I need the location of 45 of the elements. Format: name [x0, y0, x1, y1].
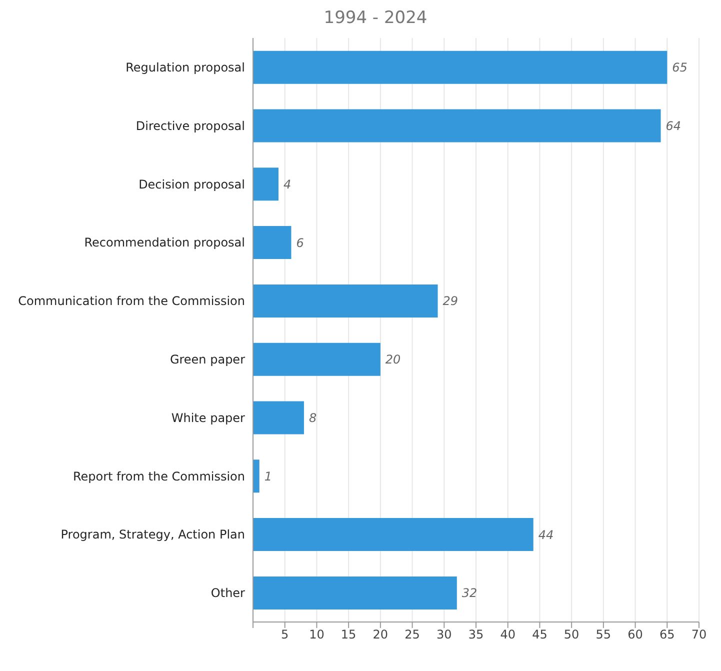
y-tick-label: Communication from the Commission: [18, 294, 245, 308]
y-tick-label: Decision proposal: [138, 177, 245, 192]
data-label: 29: [442, 294, 458, 308]
y-tick-label: White paper: [171, 410, 246, 425]
bar: [253, 50, 668, 84]
data-label: 4: [283, 177, 292, 192]
bar: [253, 460, 260, 493]
data-label: 65: [672, 60, 688, 75]
data-label: 32: [462, 586, 478, 600]
bar: [253, 109, 661, 142]
x-tick-label: 35: [468, 628, 484, 642]
x-tick-label: 40: [500, 628, 516, 642]
bar: [253, 518, 534, 552]
bar: [253, 576, 457, 610]
chart-title: 1994 - 2024: [322, 8, 428, 30]
y-tick-label: Regulation proposal: [126, 60, 245, 74]
bar: [253, 226, 292, 260]
data-label: 44: [538, 528, 554, 542]
x-tick-label: 55: [596, 628, 612, 642]
x-tick-label: 10: [309, 628, 324, 642]
bar: [253, 284, 438, 318]
x-tick-label: 30: [436, 628, 452, 642]
x-tick-label: 60: [628, 628, 643, 642]
x-tick-label: 50: [564, 628, 580, 642]
bar: [253, 342, 380, 376]
y-tick-label: Directive proposal: [136, 118, 245, 133]
data-label: 6: [296, 236, 304, 250]
x-tick-label: 45: [532, 628, 548, 642]
bar: [253, 168, 278, 201]
data-label: 20: [385, 352, 402, 367]
x-tick-label: 70: [691, 628, 707, 642]
bar: [253, 401, 304, 434]
x-tick-label: 15: [340, 628, 356, 642]
x-tick-label: 20: [372, 628, 388, 642]
x-tick-label: 25: [404, 628, 420, 642]
data-label: 1: [264, 469, 272, 484]
y-tick-label: Recommendation proposal: [84, 236, 245, 250]
data-label: 64: [666, 119, 682, 134]
y-tick-label: Other: [210, 586, 246, 600]
data-label: 8: [308, 411, 317, 426]
y-tick-label: Program, Strategy, Action Plan: [60, 528, 245, 542]
y-tick-label: Green paper: [170, 352, 246, 366]
y-tick-label: Report from the Commission: [72, 469, 245, 484]
x-tick-label: 65: [660, 628, 675, 642]
x-tick-label: 5: [281, 628, 289, 642]
